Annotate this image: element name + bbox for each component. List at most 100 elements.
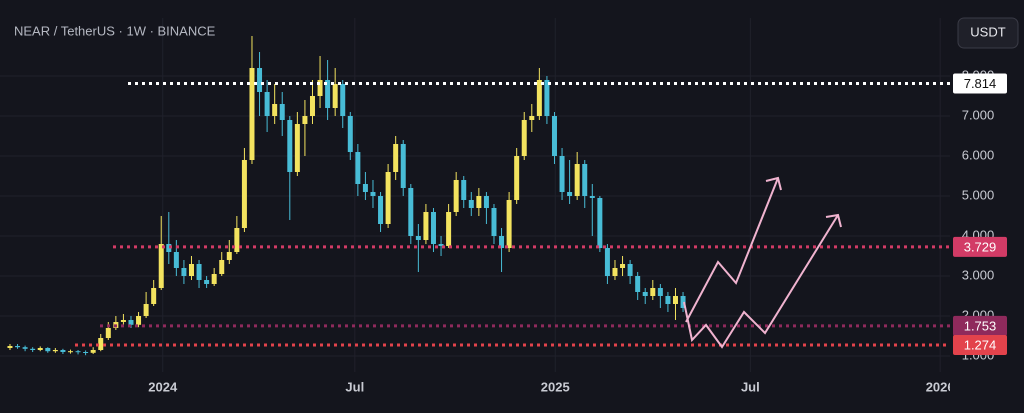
candle-body <box>415 236 421 240</box>
candle-body <box>461 180 467 200</box>
candle-body <box>453 180 459 212</box>
candle-body <box>483 196 489 208</box>
projection-path <box>685 177 779 323</box>
candle-body <box>287 120 293 172</box>
candle-body <box>67 351 73 353</box>
level-label-box <box>953 335 1007 356</box>
candle-body <box>408 188 414 236</box>
candle-body <box>551 116 557 156</box>
candle-body <box>650 288 656 296</box>
level-label-box <box>953 315 1007 336</box>
candle-body <box>529 116 535 120</box>
grid: 2024 Jul 2025 Jul 2026 <box>0 18 955 394</box>
candle-body <box>468 200 474 208</box>
candle-body <box>234 228 240 252</box>
candle-body <box>612 268 618 276</box>
candle-body <box>257 68 263 92</box>
level-label: 3.729 <box>964 239 997 254</box>
candle-body <box>627 264 633 276</box>
y-tick-label: 3.000 <box>962 267 995 282</box>
candle-body <box>219 260 225 274</box>
candle-body <box>60 350 66 352</box>
candle-body <box>620 264 626 268</box>
candle-body <box>582 164 588 196</box>
candle-body <box>98 338 104 350</box>
currency-button-label[interactable]: USDT <box>970 24 1005 39</box>
level-label-box <box>953 73 1007 94</box>
candle-body <box>567 192 573 196</box>
arrow-head <box>825 213 842 228</box>
candle-body <box>45 348 51 352</box>
candle-body <box>559 156 565 192</box>
candle-body <box>272 104 278 116</box>
axes: 1.0002.0003.0004.0005.0006.0007.0008.000… <box>953 67 1007 362</box>
y-tick-label: 7.000 <box>962 107 995 122</box>
candle-body <box>143 304 149 316</box>
candle-body <box>294 124 300 172</box>
candle-body <box>264 92 270 116</box>
candle-body <box>37 348 43 350</box>
candle-body <box>7 346 13 348</box>
x-tick-label: 2026 <box>926 379 955 394</box>
candle-body <box>635 276 641 292</box>
candle-body <box>604 248 610 276</box>
projection-path <box>683 214 839 349</box>
candle-body <box>438 244 444 246</box>
candle-body <box>385 172 391 224</box>
candle-body <box>188 264 194 276</box>
candle-body <box>249 68 255 160</box>
candle-body <box>665 296 671 304</box>
candle-body <box>355 152 361 184</box>
candle-body <box>136 316 142 325</box>
candle-body <box>204 280 210 284</box>
candle-body <box>279 104 285 120</box>
x-tick-label: 2025 <box>541 379 570 394</box>
candle-body <box>657 288 663 296</box>
candle-body <box>378 196 384 224</box>
level-label: 1.274 <box>964 337 997 352</box>
candle-body <box>83 352 89 353</box>
x-tick-label: 2024 <box>148 379 178 394</box>
currency-button[interactable] <box>957 17 1019 49</box>
candle-body <box>325 80 331 108</box>
candle-body <box>15 346 21 348</box>
candle-body <box>332 84 338 108</box>
candle-body <box>362 184 368 192</box>
candles <box>7 36 686 356</box>
candle-body <box>173 252 179 268</box>
candle-body <box>120 320 126 322</box>
candle-body <box>22 347 28 349</box>
y-tick-label: 5.000 <box>962 187 995 202</box>
y-tick-label: 6.000 <box>962 147 995 162</box>
candle-body <box>672 296 678 304</box>
candle-body <box>476 196 482 208</box>
candle-body <box>340 84 346 116</box>
candle-body <box>241 160 247 228</box>
candle-body <box>430 212 436 244</box>
candle-body <box>597 198 603 248</box>
candle-body <box>226 252 232 260</box>
candle-body <box>211 274 217 284</box>
candle-body <box>589 196 595 198</box>
candle-body <box>514 156 520 200</box>
candle-body <box>370 192 376 196</box>
candle-body <box>90 350 96 353</box>
candle-body <box>30 348 36 350</box>
candle-body <box>423 212 429 240</box>
level-label: 1.753 <box>964 318 997 333</box>
candle-body <box>521 120 527 156</box>
candle-body <box>574 164 580 196</box>
candle-body <box>393 144 399 172</box>
level-label: 7.814 <box>964 76 997 91</box>
candle-body <box>400 144 406 188</box>
candle-body <box>309 96 315 116</box>
candle-body <box>317 80 323 96</box>
levels <box>75 81 950 347</box>
level-label-box <box>953 236 1007 257</box>
arrow-head <box>765 176 782 191</box>
chart-title: NEAR / TetherUS · 1W · BINANCE <box>14 23 216 38</box>
candle-body <box>347 116 353 152</box>
x-tick-label: Jul <box>345 379 364 394</box>
